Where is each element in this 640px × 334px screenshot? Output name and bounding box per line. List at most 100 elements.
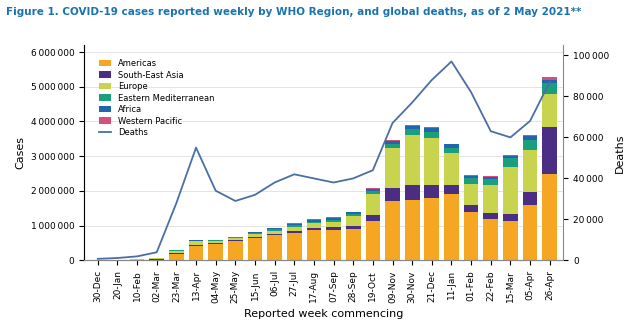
Bar — [483, 185, 498, 213]
Bar — [169, 250, 184, 253]
Bar — [307, 228, 321, 230]
Bar — [385, 188, 400, 201]
Deaths — [251, 193, 259, 197]
Bar — [149, 258, 164, 260]
Bar — [326, 217, 341, 218]
Bar — [346, 216, 360, 226]
Bar — [346, 212, 360, 214]
Bar — [523, 136, 538, 140]
Bar — [268, 231, 282, 234]
Bar — [385, 140, 400, 141]
Bar — [208, 244, 223, 261]
Bar — [424, 138, 439, 185]
Bar — [444, 148, 459, 153]
Bar — [326, 230, 341, 261]
Bar — [208, 241, 223, 243]
Bar — [346, 214, 360, 216]
Bar — [405, 135, 420, 185]
Deaths — [428, 78, 436, 82]
Bar — [248, 233, 262, 234]
Bar — [130, 260, 145, 261]
Deaths — [487, 129, 495, 133]
Bar — [307, 219, 321, 220]
Deaths — [546, 80, 554, 84]
Bar — [307, 223, 321, 228]
Deaths — [310, 176, 318, 180]
Bar — [268, 234, 282, 235]
Bar — [464, 178, 479, 184]
Y-axis label: Deaths: Deaths — [615, 133, 625, 173]
Bar — [464, 176, 479, 178]
Bar — [424, 128, 439, 132]
Deaths — [388, 121, 396, 125]
Bar — [130, 259, 145, 260]
Bar — [523, 205, 538, 261]
Bar — [189, 246, 204, 261]
Bar — [523, 150, 538, 192]
Bar — [464, 184, 479, 205]
Bar — [365, 215, 380, 220]
Bar — [483, 177, 498, 179]
Bar — [385, 144, 400, 148]
Bar — [483, 176, 498, 177]
Bar — [523, 135, 538, 136]
Bar — [149, 260, 164, 261]
Bar — [287, 231, 301, 233]
Deaths — [467, 90, 475, 94]
Bar — [365, 220, 380, 261]
Bar — [365, 191, 380, 194]
Deaths — [291, 172, 298, 176]
Bar — [503, 214, 518, 220]
Bar — [268, 228, 282, 229]
Bar — [365, 188, 380, 189]
Bar — [307, 221, 321, 223]
Bar — [228, 241, 243, 261]
Bar — [365, 194, 380, 215]
Bar — [503, 220, 518, 261]
Bar — [483, 179, 498, 185]
Bar — [542, 174, 557, 261]
Bar — [424, 185, 439, 198]
Bar — [189, 240, 204, 241]
Deaths — [271, 180, 278, 184]
Bar — [189, 241, 204, 245]
Bar — [346, 229, 360, 261]
Line: Deaths: Deaths — [98, 61, 550, 259]
Legend: Americas, South-East Asia, Europe, Eastern Mediterranean, Africa, Western Pacifi: Americas, South-East Asia, Europe, Easte… — [95, 56, 218, 140]
Bar — [503, 158, 518, 167]
Bar — [248, 238, 262, 261]
Text: Figure 1. COVID-19 cases reported weekly by WHO Region, and global deaths, as of: Figure 1. COVID-19 cases reported weekly… — [6, 7, 582, 17]
Bar — [169, 254, 184, 261]
Bar — [523, 140, 538, 150]
Deaths — [94, 257, 102, 261]
Y-axis label: Cases: Cases — [15, 136, 25, 169]
Bar — [483, 219, 498, 261]
Bar — [248, 232, 262, 233]
Bar — [385, 148, 400, 188]
Bar — [464, 175, 479, 176]
Deaths — [408, 101, 416, 105]
Bar — [542, 94, 557, 127]
Bar — [287, 224, 301, 225]
Bar — [444, 153, 459, 185]
Bar — [208, 240, 223, 241]
Deaths — [232, 199, 239, 203]
Bar — [405, 200, 420, 261]
Bar — [542, 77, 557, 79]
Bar — [503, 156, 518, 158]
Deaths — [507, 135, 515, 139]
Bar — [503, 167, 518, 214]
Bar — [326, 218, 341, 220]
Bar — [464, 212, 479, 261]
Deaths — [212, 189, 220, 193]
Bar — [405, 185, 420, 200]
Bar — [385, 141, 400, 144]
Bar — [365, 189, 380, 191]
Bar — [307, 230, 321, 261]
Bar — [542, 83, 557, 94]
Bar — [248, 234, 262, 237]
Bar — [228, 237, 243, 238]
Bar — [444, 185, 459, 194]
X-axis label: Reported week commencing: Reported week commencing — [244, 309, 403, 319]
Bar — [405, 126, 420, 130]
